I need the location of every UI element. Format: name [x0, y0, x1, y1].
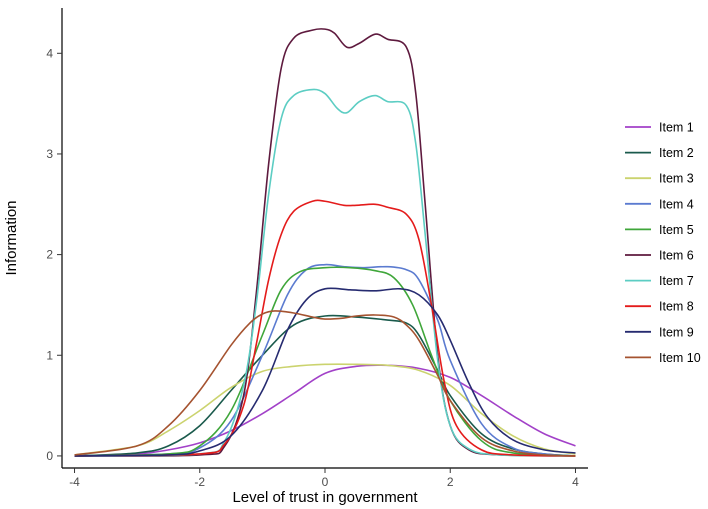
y-axis: 0 1 2 3 4	[46, 8, 63, 468]
legend-label-item-4: Item 4	[659, 197, 694, 211]
y-axis-title: Information	[3, 200, 20, 275]
x-axis-title: Level of trust in government	[232, 489, 418, 506]
x-tick-label: 0	[322, 475, 329, 489]
series-line-item-9	[74, 287, 576, 457]
x-tick-label: -4	[69, 475, 80, 489]
x-tick-label: -2	[194, 475, 205, 489]
series-line-item-7	[74, 88, 576, 457]
legend-label-item-2: Item 2	[659, 146, 694, 160]
series-line-item-10	[74, 310, 576, 457]
legend-label-item-1: Item 1	[659, 121, 694, 135]
y-tick-label: 2	[46, 248, 53, 262]
y-tick-label: 4	[46, 46, 53, 60]
x-tick-label: 2	[447, 475, 454, 489]
series-line-item-4	[74, 263, 576, 457]
legend-label-item-5: Item 5	[659, 223, 694, 237]
series-line-item-2	[74, 314, 576, 457]
legend-label-item-6: Item 6	[659, 249, 694, 263]
legend-label-item-3: Item 3	[659, 172, 694, 186]
legend: Item 1 Item 2 Item 3 Item 4 Item 5 Item 6 Item…	[625, 121, 701, 365]
series-lines	[74, 28, 576, 457]
legend-label-item-10: Item 10	[659, 351, 701, 365]
y-tick-label: 3	[46, 147, 53, 161]
legend-label-item-7: Item 7	[659, 274, 694, 288]
y-tick-label: 0	[46, 449, 53, 463]
legend-label-item-9: Item 9	[659, 325, 694, 339]
x-tick-label: 4	[572, 475, 579, 489]
y-tick-label: 1	[46, 348, 53, 362]
series-line-item-8	[74, 199, 576, 457]
legend-label-item-8: Item 8	[659, 300, 694, 314]
series-line-item-3	[74, 363, 576, 456]
x-axis: -4 -2 0 2 4	[62, 467, 588, 489]
series-line-item-1	[74, 364, 576, 457]
